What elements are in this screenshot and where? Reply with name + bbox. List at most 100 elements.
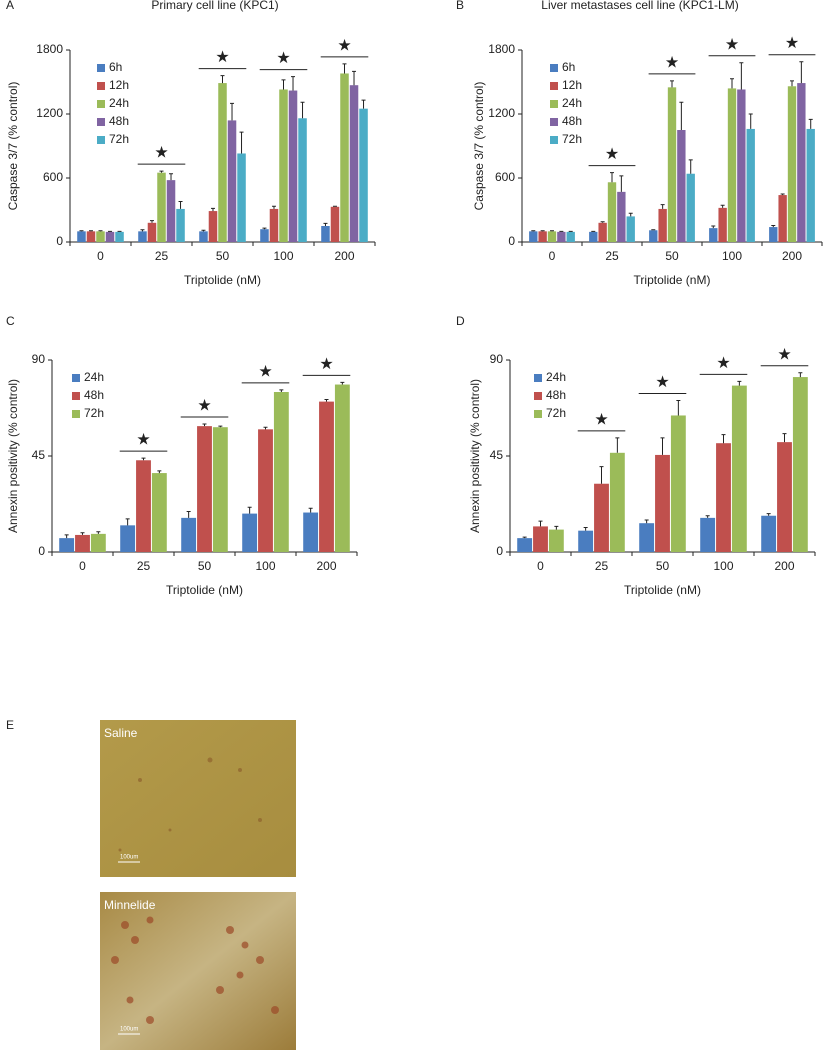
error-bar bbox=[554, 525, 559, 530]
y-axis-label: Annexin positivity (% control) bbox=[6, 379, 20, 533]
bar bbox=[639, 523, 655, 552]
bar bbox=[655, 454, 670, 552]
bar bbox=[761, 515, 777, 552]
error-bar bbox=[281, 79, 286, 90]
error-bar bbox=[550, 230, 554, 232]
legend-label: 6h bbox=[109, 60, 122, 74]
error-bar bbox=[262, 227, 267, 230]
bar bbox=[237, 153, 246, 242]
bar bbox=[96, 231, 105, 242]
error-bar bbox=[798, 372, 803, 378]
error-bar bbox=[96, 531, 101, 534]
bar bbox=[598, 222, 607, 242]
bar bbox=[242, 513, 258, 552]
legend-swatch bbox=[534, 392, 542, 400]
significance-marker: ★ bbox=[215, 47, 229, 66]
x-tick-label: 25 bbox=[595, 559, 609, 573]
scale-label: 100um bbox=[120, 855, 138, 861]
bar bbox=[176, 208, 185, 242]
error-bar bbox=[538, 520, 543, 527]
bar bbox=[769, 227, 778, 242]
bar bbox=[529, 231, 538, 242]
x-tick-label: 0 bbox=[97, 249, 104, 263]
legend-label: 72h bbox=[562, 132, 582, 146]
error-bar bbox=[149, 220, 154, 223]
bar bbox=[340, 73, 349, 242]
image-label: Minnelide bbox=[104, 898, 156, 912]
error-bar bbox=[202, 423, 207, 427]
x-tick-label: 25 bbox=[605, 249, 619, 263]
error-bar bbox=[610, 172, 614, 183]
legend-swatch bbox=[97, 64, 105, 72]
bar bbox=[787, 86, 797, 243]
bar bbox=[686, 173, 695, 242]
error-bar bbox=[644, 519, 649, 524]
error-bar bbox=[157, 470, 162, 474]
legend-swatch bbox=[550, 100, 558, 108]
bar bbox=[806, 128, 815, 242]
bar bbox=[77, 231, 86, 242]
significance-marker: ★ bbox=[777, 344, 791, 363]
legend-swatch bbox=[97, 100, 105, 108]
micrograph bbox=[100, 720, 296, 877]
bar bbox=[136, 460, 151, 552]
error-bar bbox=[540, 230, 545, 232]
y-tick-label: 90 bbox=[32, 352, 46, 366]
significance-marker: ★ bbox=[276, 48, 290, 67]
legend-swatch bbox=[72, 392, 80, 400]
bar bbox=[59, 538, 75, 552]
bar bbox=[181, 517, 197, 552]
bar bbox=[609, 452, 625, 552]
significance-marker: ★ bbox=[665, 52, 679, 71]
x-tick-label: 0 bbox=[549, 249, 556, 263]
bar bbox=[151, 473, 167, 552]
legend-label: 48h bbox=[562, 114, 582, 128]
error-bar bbox=[688, 159, 693, 174]
error-bar bbox=[790, 80, 794, 87]
chart-title: Liver metastases cell line (KPC1-LM) bbox=[541, 0, 738, 12]
bar bbox=[670, 415, 686, 552]
bar bbox=[208, 211, 218, 242]
bar bbox=[607, 182, 617, 242]
significance-marker: ★ bbox=[319, 354, 333, 373]
y-tick-label: 600 bbox=[43, 170, 63, 184]
bar bbox=[197, 426, 212, 552]
legend-swatch bbox=[550, 64, 558, 72]
error-bar bbox=[583, 526, 588, 531]
y-tick-label: 45 bbox=[490, 448, 504, 462]
bar bbox=[667, 87, 677, 242]
x-tick-label: 50 bbox=[216, 249, 230, 263]
bar bbox=[90, 533, 106, 552]
error-bar bbox=[108, 230, 113, 232]
error-bar bbox=[808, 118, 813, 129]
significance-marker: ★ bbox=[594, 409, 608, 428]
bar bbox=[547, 231, 557, 242]
bar bbox=[718, 207, 727, 242]
error-bar bbox=[748, 113, 753, 129]
error-bar bbox=[80, 532, 85, 535]
error-bar bbox=[782, 433, 787, 443]
error-bar bbox=[591, 230, 596, 232]
legend-label: 48h bbox=[84, 388, 104, 402]
error-bar bbox=[98, 230, 103, 232]
y-axis-label: Annexin positivity (% control) bbox=[468, 379, 482, 533]
bar bbox=[227, 120, 237, 242]
legend-label: 72h bbox=[546, 406, 566, 420]
panel-label: A bbox=[6, 0, 14, 12]
error-bar bbox=[117, 230, 122, 232]
x-tick-label: 0 bbox=[79, 559, 86, 573]
error-bar bbox=[178, 200, 183, 209]
bar bbox=[330, 206, 340, 242]
bar bbox=[658, 208, 667, 242]
bar bbox=[578, 530, 594, 552]
error-bar bbox=[600, 221, 605, 223]
error-bar bbox=[186, 510, 191, 518]
error-bar bbox=[660, 437, 665, 455]
error-bar bbox=[352, 70, 357, 86]
y-tick-label: 45 bbox=[32, 448, 46, 462]
bar bbox=[777, 442, 792, 552]
bar bbox=[279, 89, 288, 242]
bar bbox=[75, 534, 90, 552]
significance-marker: ★ bbox=[337, 35, 351, 54]
y-tick-label: 90 bbox=[490, 352, 504, 366]
